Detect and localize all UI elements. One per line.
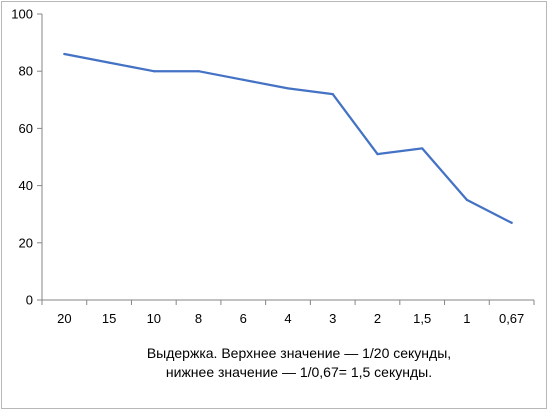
series (63, 52, 513, 224)
data-point (63, 52, 66, 56)
x-tick-label: 1,5 (413, 311, 431, 326)
y-tick-label: 80 (19, 64, 33, 79)
y-tick-label: 20 (19, 235, 33, 250)
y-axis: 0 20 40 60 80 100 (11, 7, 43, 308)
series-line (63, 52, 513, 224)
x-tick-label: 20 (57, 311, 71, 326)
y-tick-label: 40 (19, 178, 33, 193)
x-tick-label: 0,67 (499, 311, 524, 326)
data-point (152, 70, 155, 73)
y-tick-label: 60 (19, 121, 33, 136)
data-point (286, 87, 290, 90)
x-tick-label: 6 (240, 311, 247, 326)
x-axis-title-line-2: нижнее значение — 1/0,67= 1,5 секунды. (165, 364, 433, 380)
x-tick-label: 2 (374, 311, 381, 326)
data-point (331, 92, 334, 96)
x-tick-label: 3 (329, 311, 336, 326)
x-tick-label: 1 (463, 311, 470, 326)
data-point (376, 153, 379, 156)
data-point (510, 221, 513, 224)
x-axis-title-line-1: Выдержка. Верхнее значение — 1/20 секунд… (146, 345, 452, 361)
data-point (197, 70, 200, 73)
data-point (421, 147, 424, 150)
y-tick-label: 100 (11, 7, 33, 22)
x-axis: 20 15 10 8 6 4 3 2 1,5 1 0,67 (41, 299, 535, 326)
x-tick-label: 8 (195, 311, 202, 326)
data-point (242, 78, 245, 81)
data-point (107, 61, 111, 64)
x-tick-label: 15 (102, 311, 116, 326)
x-tick-label: 10 (147, 311, 161, 326)
x-tick-label: 4 (284, 311, 291, 326)
y-tick-label: 0 (26, 293, 33, 308)
data-point (465, 198, 469, 201)
